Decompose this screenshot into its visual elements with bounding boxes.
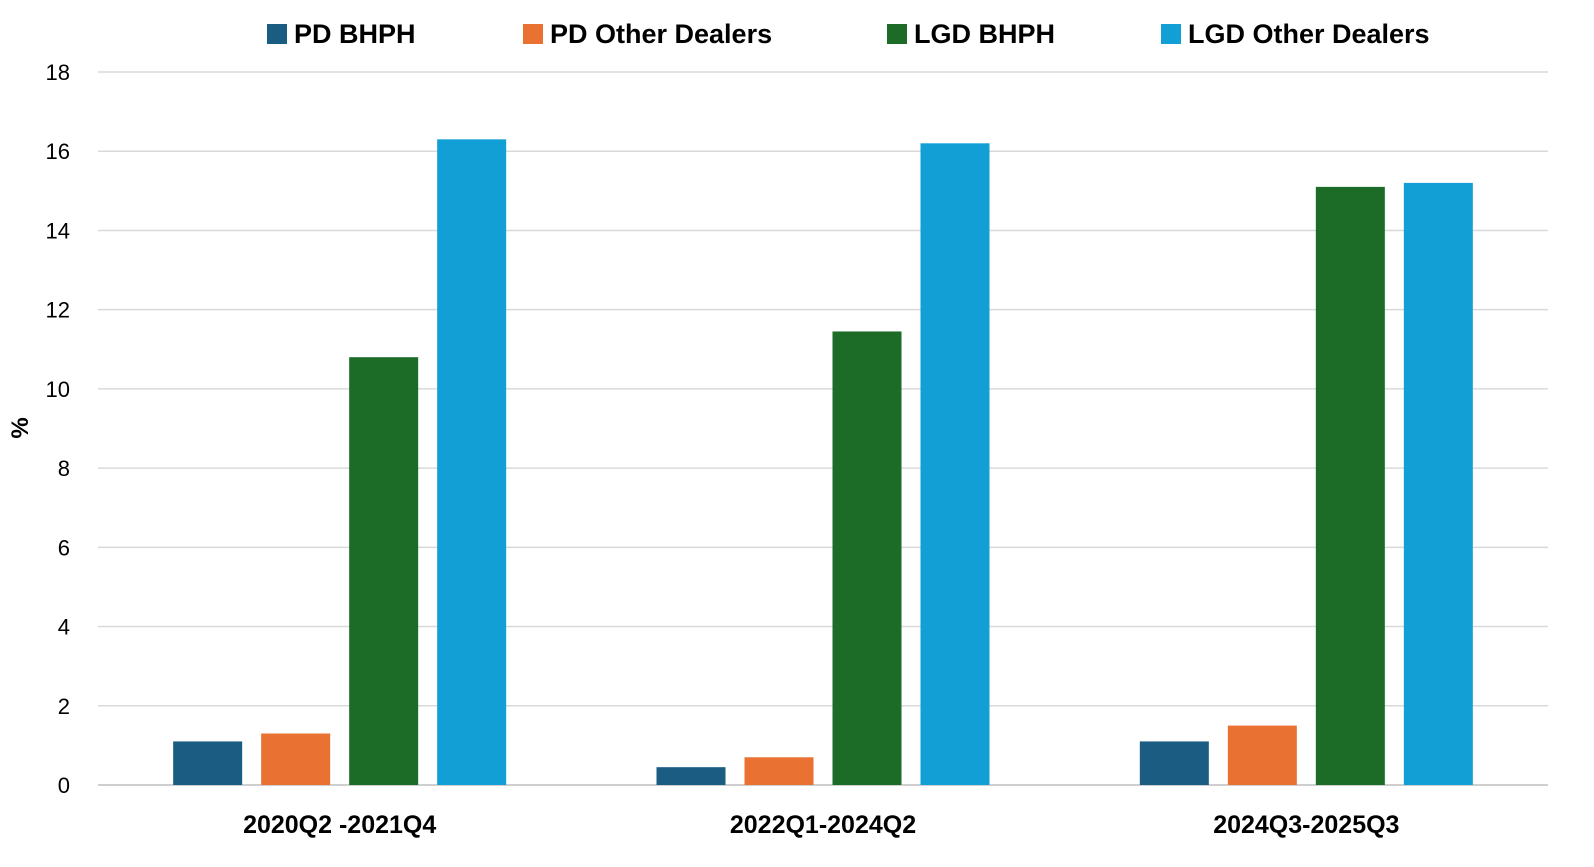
y-tick-label: 12 <box>46 298 70 323</box>
legend-label: PD BHPH <box>294 19 416 49</box>
y-tick-label: 18 <box>46 60 70 85</box>
bar-lgd-bhph <box>349 357 419 785</box>
gridlines <box>98 71 1548 786</box>
y-tick-label: 4 <box>58 615 70 640</box>
bar-lgd-other-dealers <box>920 143 990 786</box>
legend-swatch <box>887 24 907 44</box>
legend: PD BHPH PD Other Dealers LGD BHPH LGD Other… <box>267 19 1430 49</box>
x-category-label: 2022Q1-2024Q2 <box>730 811 916 839</box>
x-axis-category-labels: 2020Q2 -2021Q4 2022Q1-2024Q2 2024Q3-2025Q3 <box>243 811 1399 839</box>
bar-lgd-other-dealers <box>437 139 507 786</box>
legend-label: LGD BHPH <box>914 19 1055 49</box>
bar-pd-bhph <box>173 741 243 785</box>
bar-pd-bhph <box>656 767 726 785</box>
bar-pd-bhph <box>1139 741 1209 785</box>
legend-swatch <box>1161 24 1181 44</box>
x-category-label: 2024Q3-2025Q3 <box>1213 811 1399 839</box>
bar-lgd-other-dealers <box>1403 182 1473 785</box>
y-tick-label: 6 <box>58 535 70 560</box>
y-tick-label: 14 <box>46 218 70 243</box>
y-tick-label: 8 <box>58 456 70 481</box>
bar-pd-other-dealers <box>744 757 814 785</box>
y-tick-label: 16 <box>46 139 70 164</box>
bar-lgd-bhph <box>1315 186 1385 786</box>
y-axis-title: % <box>7 417 34 438</box>
legend-swatch <box>523 24 543 44</box>
legend-swatch <box>267 24 287 44</box>
y-tick-label: 10 <box>46 377 70 402</box>
y-tick-label: 2 <box>58 694 70 719</box>
y-axis-tick-labels: 0 2 4 6 8 10 12 14 16 18 <box>46 60 70 798</box>
bar-pd-other-dealers <box>1227 725 1297 785</box>
legend-label: LGD Other Dealers <box>1188 19 1430 49</box>
bars <box>173 139 1473 786</box>
y-tick-label: 0 <box>58 773 70 798</box>
legend-label: PD Other Dealers <box>550 19 772 49</box>
bar-pd-other-dealers <box>261 733 331 785</box>
bar-lgd-bhph <box>832 331 902 785</box>
x-category-label: 2020Q2 -2021Q4 <box>243 811 436 839</box>
